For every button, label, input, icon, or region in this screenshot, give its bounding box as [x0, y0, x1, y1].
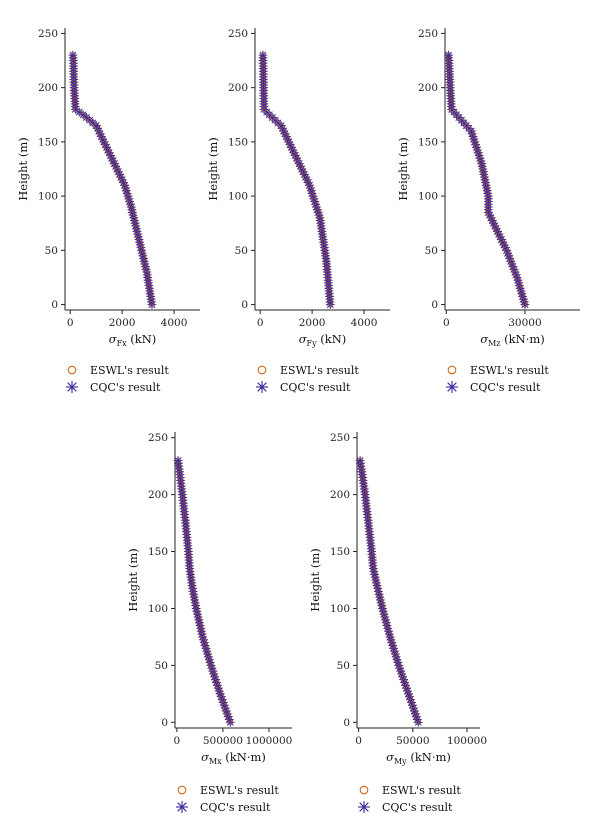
y-axis-label: Height (m) [396, 137, 410, 200]
legend: ESWL's result CQC's result [358, 784, 461, 814]
x-axis-label: σFy (kN) [299, 332, 347, 348]
cqc-point [444, 50, 454, 60]
legend-cqc-label: CQC's result [382, 801, 453, 814]
chart-fy: 0 50 100 150 200 250 0 2000 4000 Height (m) σFy (k… [206, 28, 390, 394]
legend-esw-marker [257, 365, 267, 375]
x-tick-label: 2000 [109, 317, 136, 329]
cqc-point [68, 50, 78, 60]
legend-cqc-marker [66, 381, 78, 393]
y-tick-label: 0 [431, 299, 438, 311]
y-tick-label: 100 [330, 603, 350, 615]
y-tick-label: 250 [38, 28, 58, 40]
cqc-point [173, 456, 183, 465]
y-tick-label: 100 [418, 191, 438, 203]
cqc-series-line [72, 55, 153, 305]
y-tick-label: 50 [235, 245, 248, 257]
y-tick-label: 50 [155, 660, 168, 672]
x-tick-label: 4000 [351, 317, 378, 329]
y-tick-label: 200 [330, 489, 350, 501]
y-tick-label: 150 [38, 136, 58, 148]
y-tick-label: 50 [337, 660, 350, 672]
x-axis-label: σMy (kN·m) [386, 750, 451, 766]
x-tick-label: 50000 [396, 735, 429, 747]
legend-cqc-label: CQC's result [280, 381, 351, 394]
legend: ESWL's result CQC's result [256, 364, 359, 394]
legend-esw-marker [447, 365, 457, 375]
cqc-point [258, 50, 268, 60]
cqc-point [74, 107, 84, 117]
x-tick-label: 0 [443, 317, 450, 329]
legend-cqc-label: CQC's result [90, 381, 161, 394]
y-tick-label: 50 [425, 245, 438, 257]
x-tick-label: 500000 [203, 735, 243, 747]
x-tick-label: 0 [67, 317, 74, 329]
chart-fx: 0 50 100 150 200 250 0 2000 4000 Height (m) σFx (k… [16, 28, 200, 394]
y-tick-label: 200 [38, 82, 58, 94]
y-axis-label: Height (m) [206, 137, 220, 200]
y-axis-label: Height (m) [308, 548, 322, 611]
x-tick-label: 4000 [161, 317, 188, 329]
y-tick-label: 0 [51, 299, 58, 311]
chart-mz: 0 50 100 150 200 250 0 30000 Height (m) σMz (kN·m… [396, 28, 580, 394]
legend-cqc-label: CQC's result [200, 801, 271, 814]
legend-esw-label: ESWL's result [280, 364, 359, 377]
y-tick-label: 250 [148, 432, 168, 444]
y-tick-label: 100 [148, 603, 168, 615]
legend-esw-marker [359, 785, 369, 795]
x-tick-label: 30000 [508, 317, 541, 329]
legend-cqc-label: CQC's result [470, 381, 541, 394]
legend-esw-label: ESWL's result [200, 784, 279, 797]
y-tick-label: 100 [38, 191, 58, 203]
legend-esw-label: ESWL's result [382, 784, 461, 797]
y-tick-label: 250 [330, 432, 350, 444]
esw-series-line [262, 55, 331, 305]
y-axis-label: Height (m) [126, 548, 140, 611]
y-tick-label: 250 [418, 28, 438, 40]
y-tick-label: 150 [418, 136, 438, 148]
esw-series-line [359, 460, 419, 723]
x-tick-label: 2000 [299, 317, 326, 329]
chart-my: 0 50 100 150 200 250 0 50000 100000 Height (m) σMy… [308, 432, 487, 814]
y-tick-label: 0 [241, 299, 248, 311]
y-tick-label: 200 [418, 82, 438, 94]
legend: ESWL's result CQC's result [446, 364, 549, 394]
esw-series-line [72, 55, 153, 305]
y-tick-label: 200 [148, 489, 168, 501]
legend-esw-marker [67, 365, 77, 375]
y-tick-label: 150 [330, 546, 350, 558]
legend: ESWL's result CQC's result [176, 784, 279, 814]
y-tick-label: 0 [343, 717, 350, 729]
legend-esw-label: ESWL's result [470, 364, 549, 377]
chart-mx: 0 50 100 150 200 250 0 500000 1000000 Height (m) σ… [126, 432, 292, 814]
y-tick-label: 100 [228, 191, 248, 203]
y-tick-label: 150 [228, 136, 248, 148]
cqc-series-line [359, 460, 419, 723]
x-axis-label: σMz (kN·m) [480, 332, 545, 348]
cqc-point [355, 456, 365, 465]
x-axis-label: σMx (kN·m) [201, 750, 266, 766]
y-tick-label: 250 [228, 28, 248, 40]
x-tick-label: 1000000 [246, 735, 293, 747]
x-tick-label: 0 [257, 317, 264, 329]
legend-cqc-marker [176, 801, 188, 813]
legend-esw-marker [177, 785, 187, 795]
legend-cqc-marker [256, 381, 268, 393]
x-tick-label: 0 [355, 735, 362, 747]
y-tick-label: 150 [148, 546, 168, 558]
y-tick-label: 0 [161, 717, 168, 729]
y-tick-label: 50 [45, 245, 58, 257]
cqc-series-line [262, 55, 331, 305]
legend: ESWL's result CQC's result [66, 364, 169, 394]
legend-esw-label: ESWL's result [90, 364, 169, 377]
legend-cqc-marker [358, 801, 370, 813]
x-tick-label: 100000 [447, 735, 487, 747]
y-axis-label: Height (m) [16, 137, 30, 200]
x-axis-label: σFx (kN) [109, 332, 157, 348]
y-tick-label: 200 [228, 82, 248, 94]
legend-cqc-marker [446, 381, 458, 393]
x-tick-label: 0 [173, 735, 180, 747]
